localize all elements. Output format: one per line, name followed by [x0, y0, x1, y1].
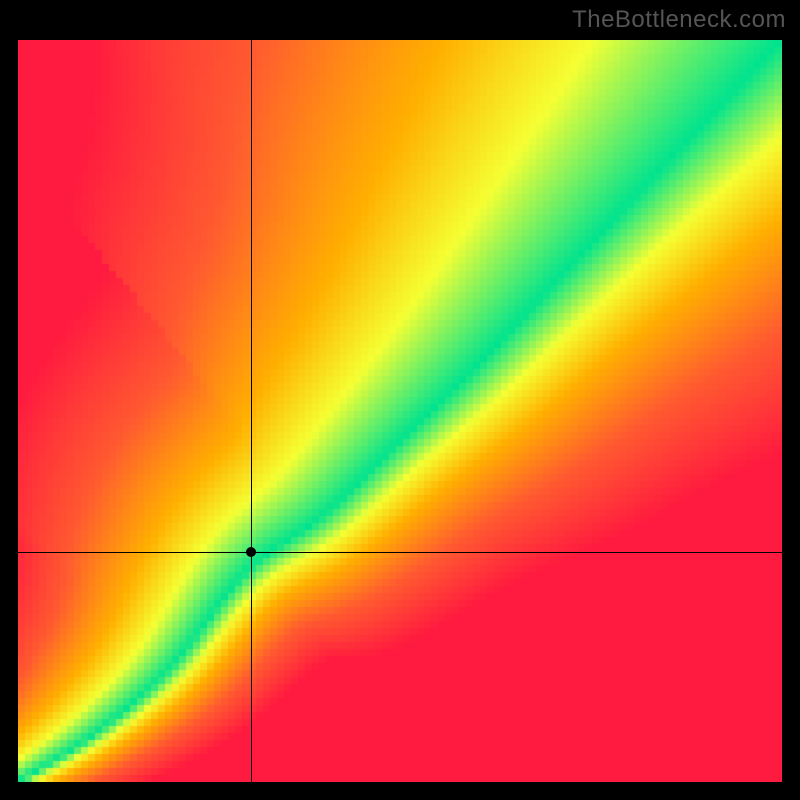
watermark-text: TheBottleneck.com: [572, 6, 786, 34]
crosshair-marker: [246, 547, 256, 557]
plot-area: [18, 40, 782, 782]
chart-stage: TheBottleneck.com: [0, 0, 800, 800]
bottleneck-heatmap: [18, 40, 782, 782]
crosshair-horizontal: [18, 552, 782, 553]
crosshair-vertical: [251, 40, 252, 782]
